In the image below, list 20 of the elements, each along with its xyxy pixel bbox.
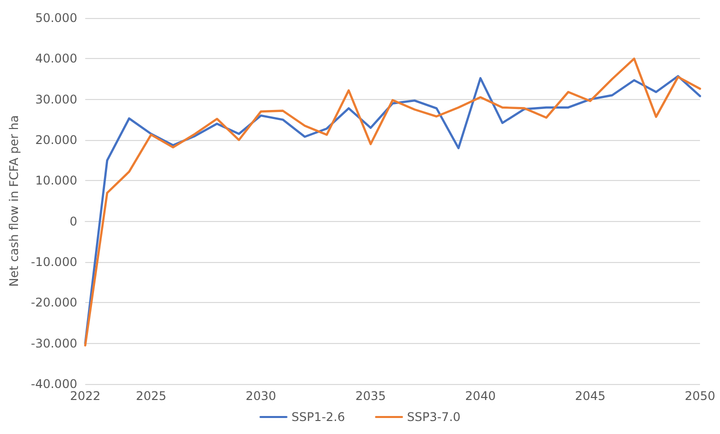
legend-label: SSP1-2.6 <box>291 410 346 424</box>
y-tick-label: 10.000 <box>35 174 78 188</box>
x-tick-label: 2035 <box>355 389 386 403</box>
legend-label: SSP3-7.0 <box>407 410 461 424</box>
y-tick-label: -10.000 <box>30 255 78 269</box>
y-tick-label: 40.000 <box>35 52 78 66</box>
y-tick-label: 0 <box>70 214 78 228</box>
x-tick-label: 2030 <box>246 389 276 403</box>
y-tick-label: -20.000 <box>30 296 78 310</box>
x-tick-label: 2040 <box>465 389 496 403</box>
x-tick-label: 2022 <box>70 389 100 403</box>
y-axis-title: Net cash flow in FCFA per ha <box>7 115 21 287</box>
x-tick-label: 2045 <box>574 389 606 403</box>
x-tick-label: 2025 <box>136 389 166 403</box>
y-tick-label: 30.000 <box>35 92 78 106</box>
y-tick-label: 20.000 <box>35 133 78 147</box>
y-tick-label: -30.000 <box>30 336 78 350</box>
y-tick-label: 50.000 <box>35 11 78 25</box>
x-tick-label: 2050 <box>684 389 716 403</box>
y-tick-label: -40.000 <box>30 377 78 391</box>
